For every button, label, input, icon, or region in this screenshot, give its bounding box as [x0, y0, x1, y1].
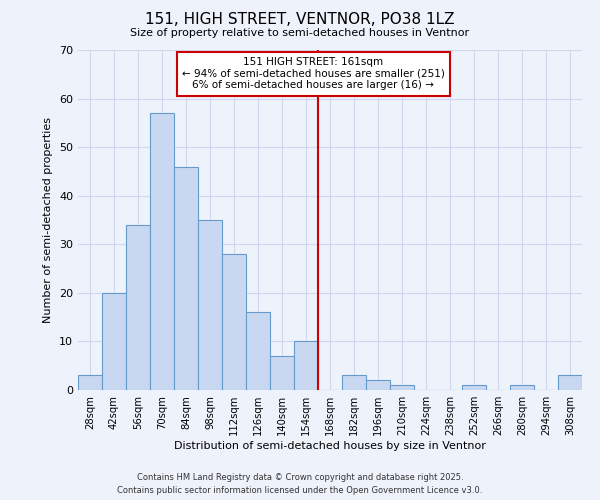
Bar	[366, 380, 390, 390]
X-axis label: Distribution of semi-detached houses by size in Ventnor: Distribution of semi-detached houses by …	[174, 441, 486, 451]
Bar	[294, 342, 318, 390]
Bar	[102, 293, 126, 390]
Bar	[390, 385, 414, 390]
Text: 151, HIGH STREET, VENTNOR, PO38 1LZ: 151, HIGH STREET, VENTNOR, PO38 1LZ	[145, 12, 455, 28]
Bar	[510, 385, 534, 390]
Bar	[126, 225, 150, 390]
Y-axis label: Number of semi-detached properties: Number of semi-detached properties	[43, 117, 53, 323]
Text: Size of property relative to semi-detached houses in Ventnor: Size of property relative to semi-detach…	[130, 28, 470, 38]
Bar	[342, 376, 366, 390]
Bar	[246, 312, 270, 390]
Bar	[174, 166, 198, 390]
Bar	[462, 385, 486, 390]
Bar	[198, 220, 222, 390]
Bar	[150, 113, 174, 390]
Text: 151 HIGH STREET: 161sqm
← 94% of semi-detached houses are smaller (251)
6% of se: 151 HIGH STREET: 161sqm ← 94% of semi-de…	[182, 58, 445, 90]
Text: Contains HM Land Registry data © Crown copyright and database right 2025.
Contai: Contains HM Land Registry data © Crown c…	[118, 474, 482, 495]
Bar	[270, 356, 294, 390]
Bar	[222, 254, 246, 390]
Bar	[558, 376, 582, 390]
Bar	[78, 376, 102, 390]
